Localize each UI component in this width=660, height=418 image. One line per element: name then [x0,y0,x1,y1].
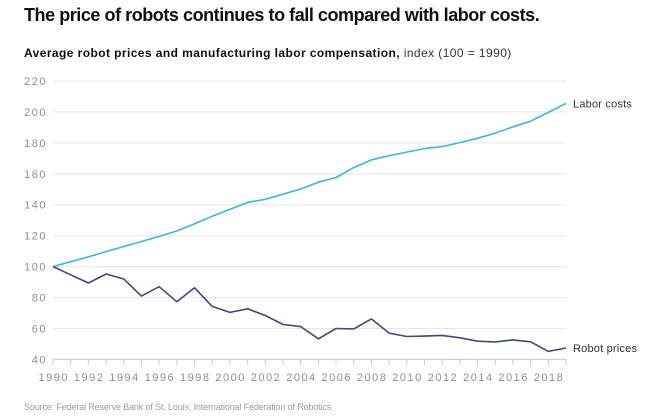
svg-text:140: 140 [24,200,47,212]
svg-text:1992: 1992 [74,372,104,384]
svg-text:2000: 2000 [215,372,245,384]
svg-text:2008: 2008 [357,372,387,384]
svg-text:2014: 2014 [463,372,493,384]
svg-text:120: 120 [24,231,47,243]
svg-text:2006: 2006 [322,372,352,384]
svg-text:180: 180 [24,138,47,150]
svg-text:Robot prices: Robot prices [573,343,637,355]
svg-text:80: 80 [32,293,47,305]
svg-text:2002: 2002 [251,372,281,384]
svg-text:2018: 2018 [534,372,564,384]
svg-text:2004: 2004 [286,372,316,384]
svg-text:60: 60 [32,324,47,336]
svg-text:Labor costs: Labor costs [573,99,632,111]
svg-text:220: 220 [24,76,47,88]
svg-text:1994: 1994 [109,372,139,384]
svg-text:1990: 1990 [39,372,69,384]
svg-text:40: 40 [32,354,47,366]
svg-text:1998: 1998 [180,372,210,384]
svg-text:2016: 2016 [498,372,528,384]
svg-text:1996: 1996 [145,372,175,384]
svg-text:160: 160 [24,169,47,181]
svg-text:2012: 2012 [428,372,458,384]
svg-text:100: 100 [24,262,47,274]
svg-text:200: 200 [24,107,47,119]
svg-text:2010: 2010 [392,372,422,384]
